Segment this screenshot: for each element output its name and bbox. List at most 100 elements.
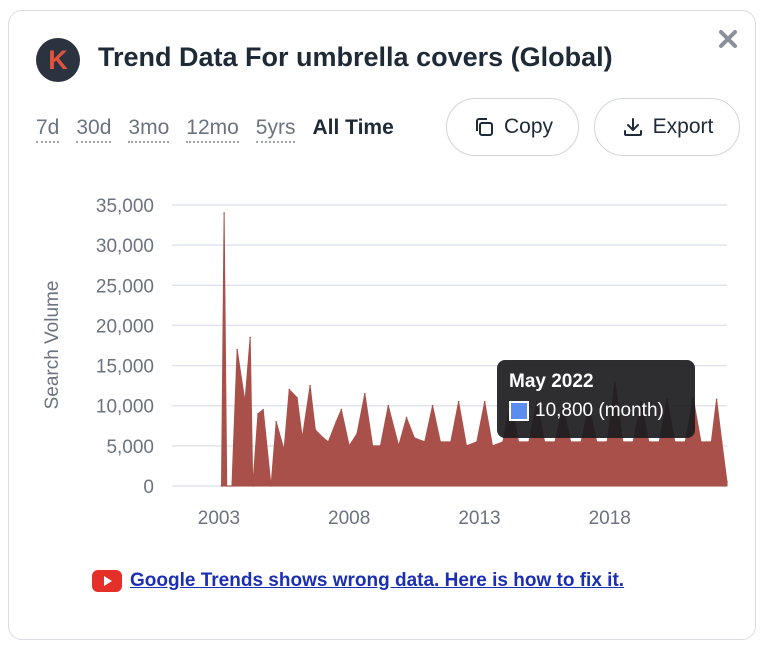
data-point	[517, 441, 520, 443]
data-point	[684, 441, 687, 443]
data-point	[476, 441, 478, 443]
range-tab-5yrs[interactable]: 5yrs	[255, 116, 296, 143]
y-tick-label: 5,000	[106, 437, 154, 458]
x-tick-label: 2018	[589, 508, 631, 529]
data-point	[632, 441, 634, 443]
y-tick-label: 0	[143, 477, 154, 498]
time-range-tabs: 7d 30d 3mo 12mo 5yrs All Time	[36, 116, 411, 143]
y-tick-label: 20,000	[96, 316, 154, 337]
data-point	[397, 445, 400, 447]
data-point	[356, 433, 358, 435]
data-point	[257, 412, 259, 415]
copy-button[interactable]: Copy	[446, 98, 579, 156]
x-tick-label: 2013	[458, 508, 500, 529]
x-axis-ticks: 2003 2008 2013 2018	[198, 508, 631, 529]
data-point	[288, 388, 291, 391]
data-point	[580, 441, 582, 443]
data-point	[244, 400, 246, 403]
data-point	[379, 445, 382, 447]
range-tab-12mo[interactable]: 12mo	[186, 116, 239, 143]
data-point	[335, 420, 337, 423]
copy-label: Copy	[503, 115, 554, 138]
data-point	[710, 441, 713, 443]
data-point	[283, 449, 285, 451]
data-point	[648, 441, 650, 443]
logo-letter: K	[48, 44, 68, 75]
data-point	[387, 404, 390, 407]
youtube-icon	[92, 570, 122, 592]
tooltip-title: May 2022	[509, 371, 594, 392]
data-point	[231, 485, 233, 487]
tooltip-value: 10,800 (month)	[535, 400, 664, 421]
search-volume-area	[221, 213, 728, 487]
range-tab-3mo[interactable]: 3mo	[128, 116, 170, 143]
data-point	[262, 408, 264, 411]
data-point	[439, 441, 442, 443]
data-point	[491, 445, 494, 447]
data-point	[450, 441, 452, 443]
card-title: Trend Data For umbrella covers (Global)	[98, 42, 613, 72]
x-tick-label: 2003	[198, 508, 240, 529]
data-point	[405, 416, 408, 419]
data-point	[720, 441, 723, 443]
export-button[interactable]: Export	[594, 98, 740, 156]
data-point	[228, 485, 231, 487]
chart-tooltip: May 2022 10,800 (month)	[497, 360, 695, 438]
data-point	[309, 384, 311, 387]
keywords-everywhere-logo: K	[36, 38, 80, 82]
range-tab-7d[interactable]: 7d	[36, 116, 60, 143]
data-point	[423, 441, 426, 443]
y-tick-label: 25,000	[96, 276, 154, 297]
data-point	[431, 404, 434, 407]
data-point	[220, 485, 223, 487]
data-point	[371, 445, 374, 447]
tooltip-swatch	[509, 401, 529, 421]
y-axis-label: Search Volume	[42, 281, 63, 410]
data-point	[715, 398, 718, 401]
data-point	[225, 485, 228, 487]
y-tick-label: 30,000	[96, 236, 154, 257]
data-point	[502, 441, 504, 443]
trend-chart: 35,000 30,000 25,000 20,000 15,000 10,000 5,00…	[42, 196, 728, 529]
range-tab-30d[interactable]: 30d	[76, 116, 112, 143]
data-point	[296, 396, 298, 399]
data-point	[554, 441, 556, 443]
y-axis-ticks: 35,000 30,000 25,000 20,000 15,000 10,000 5,00…	[96, 196, 154, 498]
data-point	[658, 441, 661, 443]
range-tab-all-time[interactable]: All Time	[312, 116, 394, 139]
data-point	[340, 408, 343, 411]
data-point	[457, 400, 460, 403]
data-point	[314, 429, 317, 431]
data-point	[348, 445, 350, 447]
copy-icon	[475, 118, 493, 136]
help-notice: Google Trends shows wrong data. Here is …	[92, 570, 624, 592]
wrong-data-help-link[interactable]: Google Trends shows wrong data. Here is …	[130, 570, 625, 591]
data-point	[569, 441, 572, 443]
data-point	[606, 441, 608, 443]
data-point	[595, 441, 598, 443]
data-point	[700, 441, 702, 443]
data-point	[223, 212, 225, 214]
data-point	[301, 437, 304, 439]
download-icon	[623, 118, 642, 136]
x-tick-label: 2008	[328, 508, 370, 529]
data-point	[726, 481, 728, 483]
data-point	[249, 336, 251, 339]
data-point	[465, 445, 468, 447]
data-point	[483, 400, 486, 403]
data-point	[236, 348, 238, 351]
data-point	[674, 441, 676, 443]
data-point	[327, 441, 330, 443]
data-point	[364, 392, 366, 395]
export-label: Export	[652, 115, 714, 138]
y-tick-label: 10,000	[96, 397, 154, 418]
data-point	[621, 441, 624, 443]
data-point	[251, 485, 254, 487]
y-tick-label: 15,000	[96, 357, 154, 378]
data-point	[270, 485, 272, 487]
data-point	[322, 437, 324, 439]
data-point	[543, 441, 546, 443]
data-point	[413, 437, 416, 439]
close-icon[interactable]	[717, 28, 739, 50]
data-point	[275, 420, 278, 423]
